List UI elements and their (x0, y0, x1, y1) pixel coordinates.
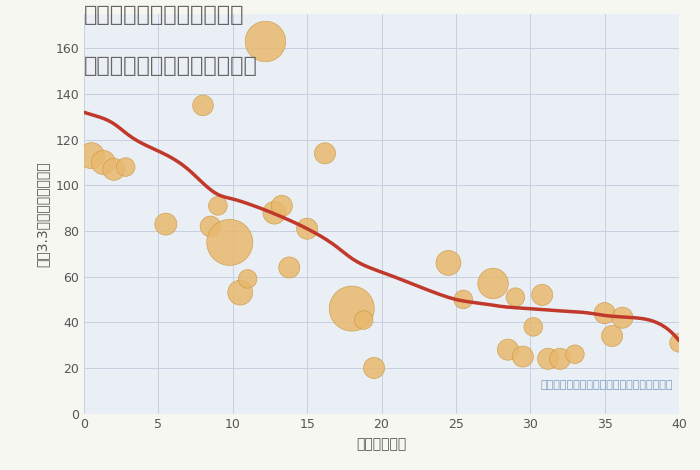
Point (606, 332, 617, 340)
X-axis label: 築年数（年）: 築年数（年） (356, 437, 407, 451)
Point (528, 323, 539, 330)
Point (503, 346, 514, 353)
Point (346, 305, 357, 313)
Point (98, 159, 109, 166)
Point (517, 353, 528, 360)
Point (160, 220, 172, 228)
Point (673, 339, 685, 346)
Text: 円の大きさは、取引のあった物件面積を示す: 円の大きさは、取引のあった物件面積を示す (540, 380, 673, 390)
Y-axis label: 坪（3.3㎡）単価（万円）: 坪（3.3㎡）単価（万円） (36, 161, 50, 266)
Point (358, 316, 370, 324)
Point (234, 289, 246, 297)
Text: 築年数別中古マンション価格: 築年数別中古マンション価格 (84, 56, 258, 77)
Point (569, 351, 580, 358)
Text: 奈良県奈良市南登美ヶ丘の: 奈良県奈良市南登美ヶ丘の (84, 5, 244, 25)
Point (269, 209, 280, 217)
Point (205, 223, 216, 230)
Point (86, 152, 97, 159)
Point (554, 355, 566, 362)
Point (458, 296, 469, 303)
Point (537, 291, 548, 298)
Point (510, 293, 521, 301)
Point (443, 259, 454, 266)
Point (302, 225, 313, 233)
Point (108, 165, 119, 173)
Point (599, 309, 610, 317)
Point (197, 102, 209, 109)
Point (368, 364, 379, 372)
Point (319, 149, 330, 157)
Point (487, 280, 498, 287)
Point (276, 202, 288, 210)
Point (120, 163, 132, 171)
Point (542, 355, 554, 362)
Point (212, 202, 223, 210)
Point (617, 314, 628, 321)
Point (284, 264, 295, 271)
Point (260, 38, 271, 45)
Point (242, 275, 253, 282)
Point (224, 239, 235, 246)
